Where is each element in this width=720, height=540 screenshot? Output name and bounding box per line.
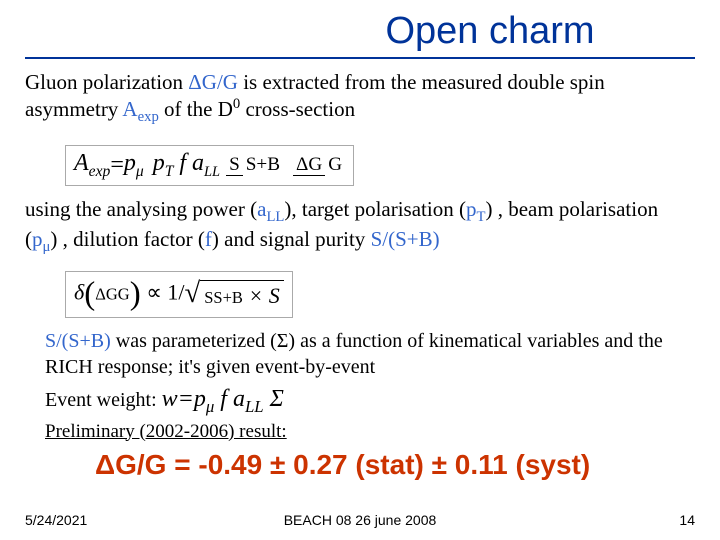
- footer-conference: BEACH 08 26 june 2008: [284, 512, 437, 528]
- p2-aLLsub: LL: [266, 209, 284, 225]
- p2-a: ), target polarisation (: [284, 197, 466, 221]
- ew-w: w=p: [162, 386, 206, 412]
- f1-T: T: [165, 163, 174, 180]
- pT-term: pT: [466, 197, 485, 221]
- ew-mid: f a: [214, 386, 245, 412]
- event-weight-line: Event weight: w=pμ f aLL Σ: [45, 386, 695, 417]
- formula-aexp: Aexp = pμ pT f aLL SS+B ΔGG: [65, 145, 354, 186]
- analysing-paragraph: using the analysing power (aLL), target …: [25, 196, 695, 257]
- ew-label: Event weight:: [45, 389, 162, 411]
- dgg-term: ΔG/G: [188, 70, 238, 94]
- aexp-term: Aexp: [122, 97, 158, 121]
- f2-SB: S+B: [213, 288, 243, 307]
- f2-lp: (: [84, 276, 95, 312]
- p2-pT: p: [466, 197, 477, 221]
- ew-sig: Σ: [264, 386, 284, 412]
- footer-date: 5/24/2021: [25, 512, 87, 528]
- f2-prop: ∝ 1/: [141, 279, 185, 304]
- f2-G: G: [118, 284, 130, 303]
- f1-mu: μ: [136, 163, 144, 180]
- p2-pre: using the analysing power (: [25, 197, 257, 221]
- f1-LL: LL: [204, 164, 220, 180]
- f2-sqfrac: SS+B: [204, 288, 243, 307]
- f1-exp: exp: [89, 163, 111, 180]
- f2-delta: δ: [74, 279, 84, 304]
- f1-A: A: [74, 150, 89, 176]
- aLL-term: aLL: [257, 197, 284, 221]
- f2-xS: × S: [243, 283, 280, 308]
- f2-DG: ΔG: [95, 284, 118, 303]
- f1-DG: ΔG: [293, 154, 325, 176]
- aexp-base: A: [122, 97, 137, 121]
- pmu-term: pμ: [32, 227, 50, 251]
- param-paragraph: S/(S+B) was parameterized (Σ) as a funct…: [45, 328, 695, 380]
- p2-c: ) , dilution factor (: [50, 227, 205, 251]
- intro-text-4: cross-section: [240, 97, 355, 121]
- f2-sqrt: √SS+B × S: [185, 278, 284, 310]
- f2-rp: ): [130, 276, 141, 312]
- f-term: f: [205, 227, 212, 251]
- f1-f: f a: [179, 150, 204, 176]
- footer: 5/24/2021 BEACH 08 26 june 2008 14: [25, 512, 695, 528]
- f1-G: G: [325, 154, 345, 175]
- formula-delta: δ(ΔGG) ∝ 1/√SS+B × S: [65, 271, 293, 318]
- ssb-term: S/(S+B): [371, 227, 440, 251]
- aexp-sub: exp: [138, 109, 159, 125]
- p3-text: was parameterized (Σ) as a function of k…: [45, 330, 663, 378]
- p2-pmu: p: [32, 227, 43, 251]
- result-value: ΔG/G = -0.49 ± 0.27 (stat) ± 0.11 (syst): [95, 449, 695, 481]
- intro-text-3: of the D: [159, 97, 233, 121]
- f1-SB: S+B: [243, 154, 283, 175]
- preliminary-label: Preliminary (2002-2006) result:: [45, 421, 695, 443]
- intro-paragraph: Gluon polarization ΔG/G is extracted fro…: [25, 69, 695, 127]
- f1-pT: p: [153, 150, 165, 176]
- slide-title: Open charm: [25, 10, 695, 59]
- ew-LL: LL: [245, 397, 264, 416]
- ssb-term-2: S/(S+B): [45, 330, 111, 352]
- f1-frac1: SS+B: [226, 155, 283, 175]
- p2-d: ) and signal purity: [212, 227, 371, 251]
- f1-S: S: [226, 154, 243, 176]
- f2-frac: ΔGG: [95, 284, 129, 303]
- f1-p1: p: [124, 150, 136, 176]
- f1-frac2: ΔGG: [293, 155, 345, 175]
- intro-text-1: Gluon polarization: [25, 70, 188, 94]
- f1-eq: =: [110, 152, 124, 179]
- footer-page: 14: [679, 512, 695, 528]
